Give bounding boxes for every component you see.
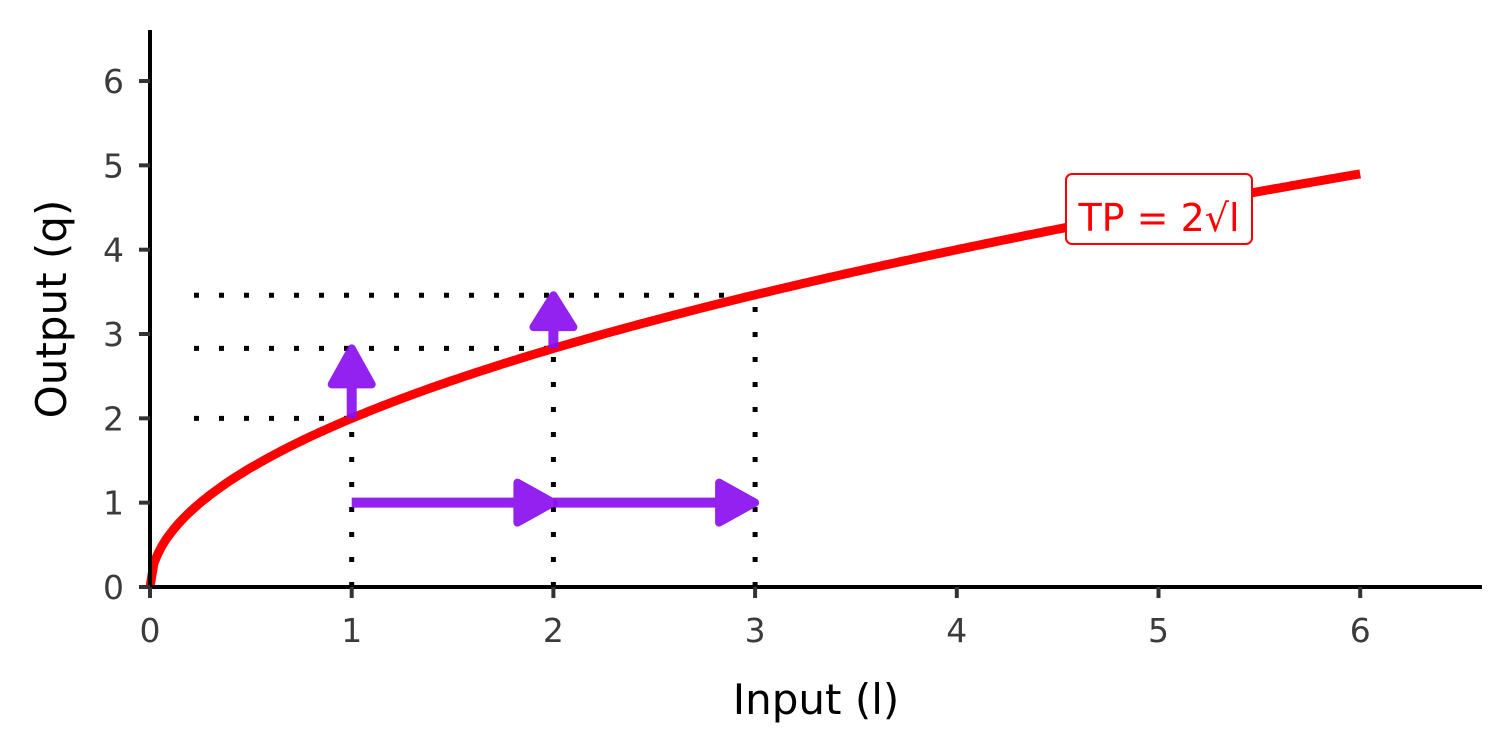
y-ticks: 0 1 2 3 4 5 6 [103,62,150,607]
x-tick-label: 2 [543,611,564,650]
tp-label: TP = 2√l [1065,173,1253,245]
arrows [327,291,760,527]
arrow [351,478,558,527]
y-tick-label: 5 [103,146,124,185]
arrow-head [513,478,558,527]
x-tick-label: 1 [341,611,362,650]
arrow [327,344,376,419]
y-tick-label: 4 [103,231,124,270]
x-tick-label: 0 [140,611,161,650]
y-axis-label: Output (q) [27,200,76,419]
tp-label-text: TP = 2√l [1077,196,1239,240]
y-tick-label: 6 [103,62,124,101]
y-tick-label: 2 [103,399,124,438]
x-tick-label: 4 [946,611,967,650]
x-tick-label: 5 [1148,611,1169,650]
x-ticks: 0 1 2 3 4 5 6 [140,587,1371,650]
x-tick-label: 3 [745,611,766,650]
x-tick-label: 6 [1350,611,1371,650]
y-tick-label: 0 [103,568,124,607]
dotted-guides [194,292,758,587]
y-tick-label: 3 [103,315,124,354]
arrow-head [715,478,760,527]
arrow-head [529,291,578,332]
y-tick-label: 1 [103,484,124,523]
arrow [529,291,578,349]
arrow-head [327,344,376,389]
arrow [553,478,760,527]
x-axis-label: Input (l) [733,675,900,724]
